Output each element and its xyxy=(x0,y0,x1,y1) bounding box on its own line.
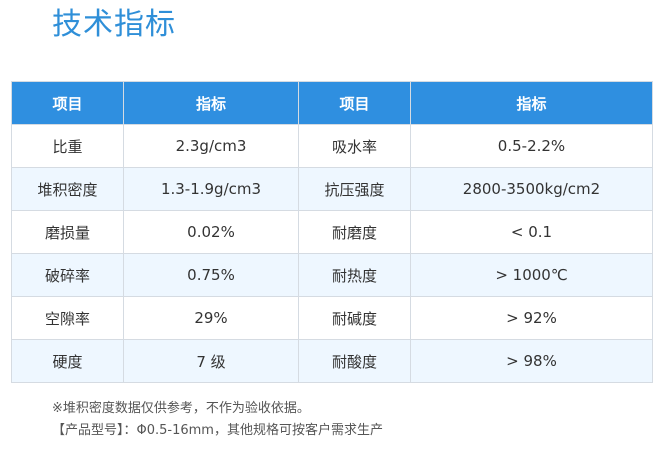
cell-value: 1.3-1.9g/cm3 xyxy=(123,167,299,211)
cell-value: < 0.1 xyxy=(410,210,653,254)
cell-value: 0.5-2.2% xyxy=(410,124,653,168)
cell-item: 破碎率 xyxy=(11,253,124,297)
cell-item: 耐磨度 xyxy=(298,210,411,254)
cell-item: 比重 xyxy=(11,124,124,168)
cell-value: 0.02% xyxy=(123,210,299,254)
page-title: 技术指标 xyxy=(52,7,176,42)
table-row: 磨损量 0.02% 耐磨度 < 0.1 xyxy=(11,210,653,254)
table-header-row: 项目 指标 项目 指标 xyxy=(11,81,653,125)
specs-table: 项目 指标 项目 指标 比重 2.3g/cm3 吸水率 0.5-2.2% 堆积密… xyxy=(11,81,653,383)
table-row: 空隙率 29% 耐碱度 > 92% xyxy=(11,296,653,340)
table-row: 破碎率 0.75% 耐热度 > 1000℃ xyxy=(11,253,653,297)
table-row: 硬度 7 级 耐酸度 > 98% xyxy=(11,339,653,383)
cell-value: > 1000℃ xyxy=(410,253,653,297)
header-value: 指标 xyxy=(123,81,299,125)
cell-value: 2.3g/cm3 xyxy=(123,124,299,168)
header-item: 项目 xyxy=(298,81,411,125)
header-item: 项目 xyxy=(11,81,124,125)
disclaimer-note: ※堆积密度数据仅供参考，不作为验收依据。 xyxy=(52,401,310,416)
cell-item: 空隙率 xyxy=(11,296,124,340)
cell-item: 堆积密度 xyxy=(11,167,124,211)
cell-value: 7 级 xyxy=(123,339,299,383)
cell-item: 耐热度 xyxy=(298,253,411,297)
cell-value: 29% xyxy=(123,296,299,340)
cell-item: 吸水率 xyxy=(298,124,411,168)
cell-value: > 92% xyxy=(410,296,653,340)
cell-value: 2800-3500kg/cm2 xyxy=(410,167,653,211)
table-row: 堆积密度 1.3-1.9g/cm3 抗压强度 2800-3500kg/cm2 xyxy=(11,167,653,211)
table-row: 比重 2.3g/cm3 吸水率 0.5-2.2% xyxy=(11,124,653,168)
header-value: 指标 xyxy=(410,81,653,125)
cell-item: 抗压强度 xyxy=(298,167,411,211)
cell-item: 磨损量 xyxy=(11,210,124,254)
cell-item: 耐酸度 xyxy=(298,339,411,383)
cell-value: 0.75% xyxy=(123,253,299,297)
cell-value: > 98% xyxy=(410,339,653,383)
cell-item: 耐碱度 xyxy=(298,296,411,340)
product-model-note: 【产品型号】：Φ0.5-16mm，其他规格可按客户需求生产 xyxy=(52,423,383,438)
cell-item: 硬度 xyxy=(11,339,124,383)
